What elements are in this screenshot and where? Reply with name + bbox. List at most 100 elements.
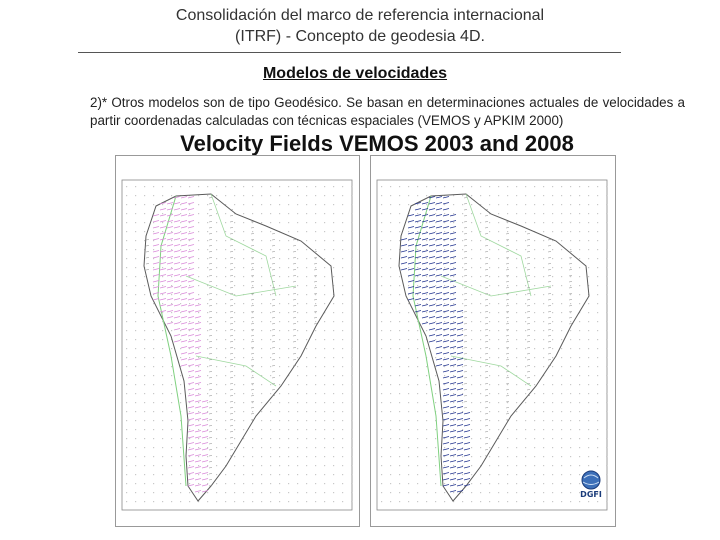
- grid-dot: [381, 375, 383, 377]
- grid-dot: [297, 438, 299, 440]
- velocity-arrow: [250, 395, 255, 397]
- velocity-arrow: [414, 250, 422, 253]
- velocity-arrow: [547, 305, 552, 307]
- grid-dot: [198, 384, 200, 386]
- velocity-arrow: [526, 269, 531, 271]
- grid-dot: [516, 366, 518, 368]
- velocity-arrow: [173, 334, 181, 337]
- grid-dot: [189, 456, 191, 458]
- grid-dot: [243, 249, 245, 251]
- velocity-arrow: [435, 286, 443, 289]
- grid-dot: [606, 492, 608, 494]
- velocity-arrow: [463, 466, 471, 469]
- velocity-arrow: [208, 293, 213, 295]
- grid-dot: [234, 303, 236, 305]
- velocity-arrow: [166, 214, 174, 217]
- grid-dot: [570, 411, 572, 413]
- grid-dot: [561, 375, 563, 377]
- velocity-arrow: [173, 196, 181, 199]
- grid-dot: [315, 384, 317, 386]
- grid-dot: [126, 240, 128, 242]
- grid-dot: [426, 303, 428, 305]
- grid-dot: [381, 276, 383, 278]
- velocity-arrow: [505, 227, 510, 229]
- grid-dot: [552, 474, 554, 476]
- grid-dot: [462, 384, 464, 386]
- grid-dot: [453, 402, 455, 404]
- grid-dot: [279, 384, 281, 386]
- grid-dot: [198, 249, 200, 251]
- velocity-arrow: [442, 262, 450, 265]
- grid-dot: [426, 231, 428, 233]
- grid-dot: [390, 330, 392, 332]
- grid-dot: [333, 447, 335, 449]
- grid-dot: [189, 411, 191, 413]
- grid-dot: [579, 195, 581, 197]
- grid-dot: [270, 294, 272, 296]
- velocity-arrow: [194, 346, 202, 349]
- grid-dot: [297, 402, 299, 404]
- velocity-arrow: [166, 316, 174, 319]
- grid-dot: [426, 465, 428, 467]
- grid-dot: [126, 348, 128, 350]
- velocity-arrow: [547, 323, 552, 325]
- grid-dot: [297, 429, 299, 431]
- grid-dot: [126, 258, 128, 260]
- grid-dot: [435, 249, 437, 251]
- grid-dot: [462, 249, 464, 251]
- grid-dot: [270, 456, 272, 458]
- grid-dot: [162, 330, 164, 332]
- grid-dot: [462, 348, 464, 350]
- velocity-arrow: [271, 233, 276, 235]
- velocity-arrow: [292, 317, 297, 319]
- grid-dot: [153, 249, 155, 251]
- grid-dot: [435, 384, 437, 386]
- grid-dot: [171, 240, 173, 242]
- grid-dot: [597, 240, 599, 242]
- velocity-arrow: [456, 442, 464, 445]
- grid-dot: [333, 393, 335, 395]
- velocity-arrow: [194, 490, 202, 493]
- grid-dot: [417, 501, 419, 503]
- grid-dot: [462, 267, 464, 269]
- grid-dot: [381, 411, 383, 413]
- grid-dot: [306, 483, 308, 485]
- grid-dot: [534, 438, 536, 440]
- grid-dot: [198, 285, 200, 287]
- grid-dot: [126, 321, 128, 323]
- grid-dot: [333, 492, 335, 494]
- grid-dot: [351, 366, 353, 368]
- grid-dot: [525, 501, 527, 503]
- grid-dot: [198, 186, 200, 188]
- grid-dot: [315, 348, 317, 350]
- grid-dot: [597, 195, 599, 197]
- grid-dot: [333, 276, 335, 278]
- grid-dot: [252, 456, 254, 458]
- velocity-arrow: [505, 257, 510, 259]
- velocity-arrow: [463, 335, 468, 337]
- grid-dot: [306, 375, 308, 377]
- grid-dot: [597, 204, 599, 206]
- grid-dot: [270, 429, 272, 431]
- velocity-arrow: [208, 443, 213, 445]
- velocity-arrow: [484, 299, 489, 301]
- grid-dot: [408, 492, 410, 494]
- grid-dot: [390, 420, 392, 422]
- velocity-arrow: [166, 274, 174, 277]
- grid-dot: [216, 420, 218, 422]
- grid-dot: [408, 240, 410, 242]
- grid-dot: [297, 393, 299, 395]
- grid-dot: [162, 474, 164, 476]
- velocity-arrow: [505, 275, 510, 277]
- velocity-arrow: [428, 208, 436, 211]
- velocity-arrow: [449, 256, 457, 259]
- grid-dot: [243, 240, 245, 242]
- grid-dot: [399, 420, 401, 422]
- grid-dot: [162, 204, 164, 206]
- vemos-2008-map-graphic: [376, 179, 608, 511]
- velocity-arrow: [484, 419, 489, 421]
- grid-dot: [426, 249, 428, 251]
- grid-dot: [351, 240, 353, 242]
- grid-dot: [597, 303, 599, 305]
- grid-dot: [126, 357, 128, 359]
